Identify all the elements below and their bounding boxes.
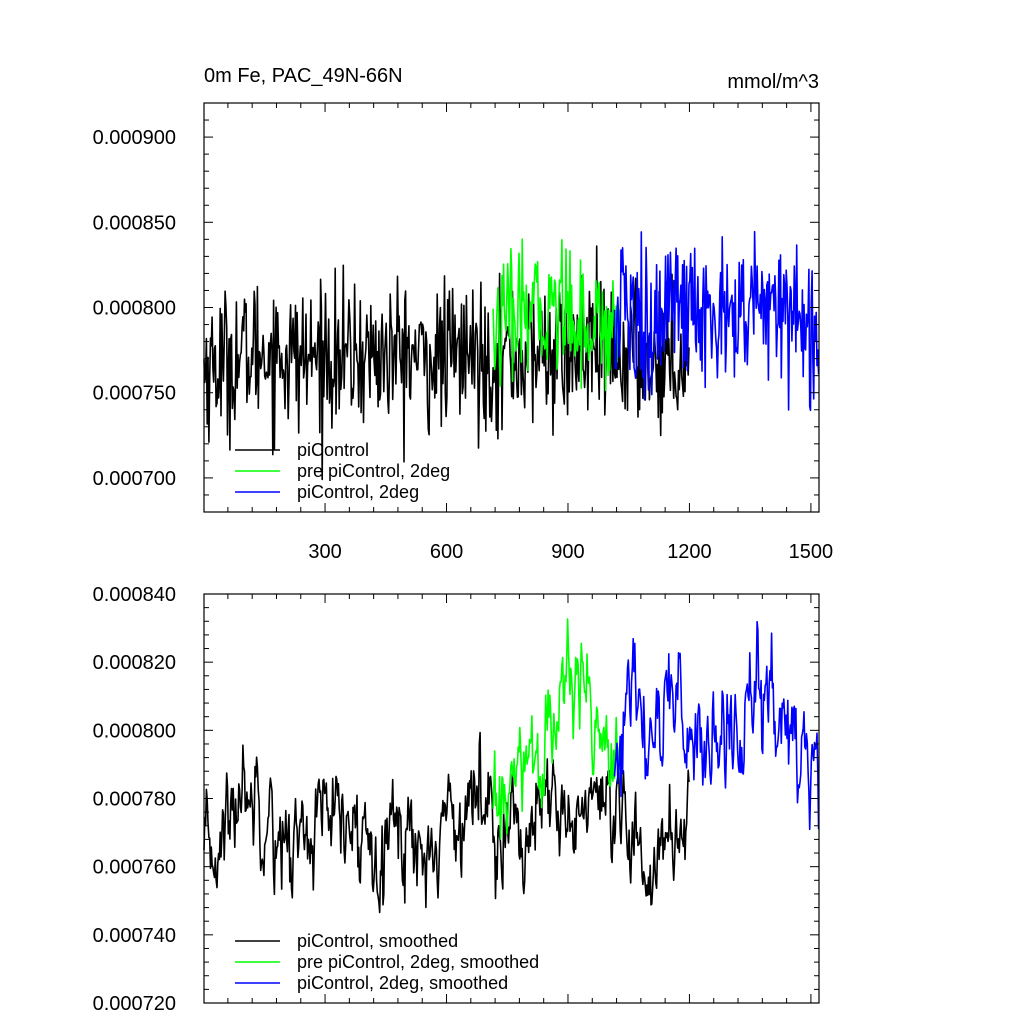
legend-label: piControl, smoothed — [297, 931, 458, 951]
legend-label: piControl, 2deg, smoothed — [297, 973, 508, 993]
y-tick-label: 0.000720 — [93, 993, 176, 1015]
y-tick-label: 0.000820 — [93, 652, 176, 674]
legend-label: piControl — [297, 440, 369, 460]
y-tick-label: 0.000850 — [93, 212, 176, 234]
series-line-2 — [492, 238, 621, 392]
x-tick-label: 1500 — [789, 541, 834, 563]
chart-top: 300 600 900 1200 1500 0.000700 0.000750 0.00080… — [93, 102, 834, 563]
x-tick-label: 1200 — [667, 541, 712, 563]
x-tick-label: 900 — [551, 541, 584, 563]
units-label: mmol/m^3 — [727, 71, 819, 93]
y-tick-label: 0.000800 — [93, 720, 176, 742]
y-tick-label: 0.000750 — [93, 383, 176, 405]
series-line-3 — [613, 620, 820, 831]
series-line-2 — [492, 618, 621, 840]
chart-bottom: 0.000720 0.000740 0.000760 0.000780 0.000800… — [93, 584, 820, 1015]
y-tick-label: 0.000840 — [93, 584, 176, 606]
legend-label: pre piControl, 2deg — [297, 461, 450, 481]
y-tick-label: 0.000900 — [93, 127, 176, 149]
legend-label: pre piControl, 2deg, smoothed — [297, 952, 539, 972]
series-line-3 — [613, 230, 820, 412]
x-tick-label: 300 — [308, 541, 341, 563]
x-tick-label: 600 — [430, 541, 463, 563]
y-tick-label: 0.000780 — [93, 789, 176, 811]
legend-label: piControl, 2deg — [297, 482, 419, 502]
y-tick-label: 0.000700 — [93, 468, 176, 490]
plot-title: 0m Fe, PAC_49N-66N — [204, 65, 403, 87]
y-tick-label: 0.000800 — [93, 298, 176, 320]
y-tick-label: 0.000760 — [93, 857, 176, 879]
y-tick-label: 0.000740 — [93, 925, 176, 947]
